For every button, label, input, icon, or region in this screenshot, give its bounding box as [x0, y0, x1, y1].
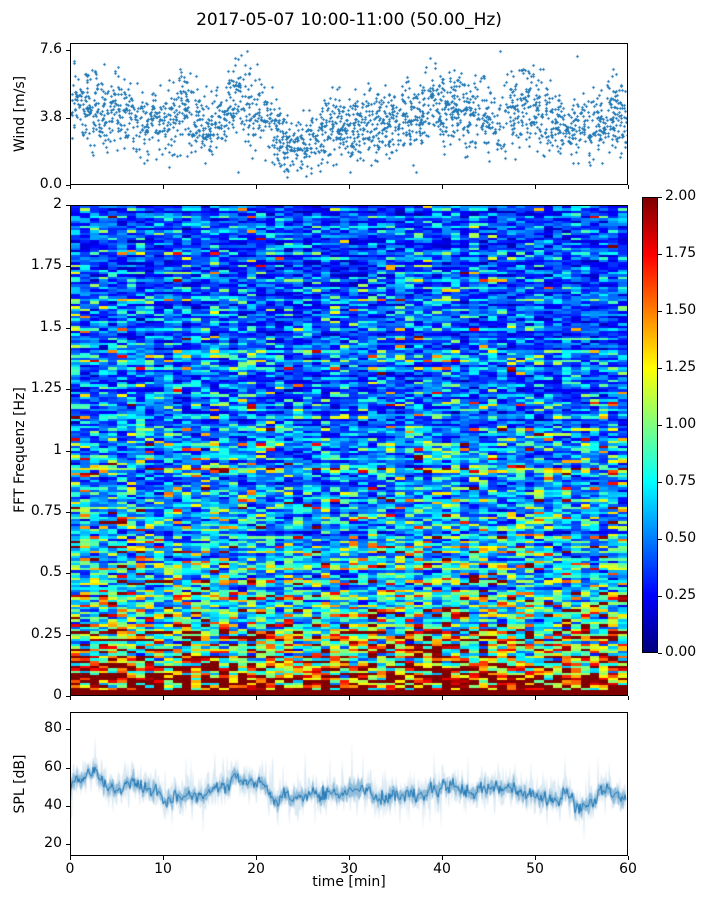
spec-y-tick-label: 0.75	[30, 503, 62, 519]
colorbar-tick	[658, 311, 662, 312]
spl-y-tick	[66, 806, 70, 807]
colorbar-tick-label: 0.75	[665, 473, 697, 489]
wind-scatter-panel	[70, 43, 628, 185]
spl-x-tick-label: 40	[433, 861, 451, 877]
spectrogram-canvas	[71, 206, 627, 695]
spl-x-tick	[163, 856, 164, 860]
wind-x-tick	[163, 185, 164, 189]
spl-x-tick-label: 0	[65, 861, 75, 877]
colorbar-tick	[658, 425, 662, 426]
spl-line-panel	[70, 712, 628, 856]
spec-y-tick-label: 0.25	[30, 626, 62, 642]
spl-line-canvas	[71, 713, 627, 855]
spl-y-tick-label: 60	[44, 759, 62, 775]
wind-y-tick-label: 7.6	[39, 41, 62, 57]
spl-x-tick	[442, 856, 443, 860]
time-x-axis-label: time [min]	[312, 874, 386, 890]
colorbar-tick-label: 0.00	[665, 644, 697, 660]
colorbar-tick-label: 1.50	[665, 302, 697, 318]
wind-y-tick	[66, 118, 70, 119]
spec-x-tick	[535, 696, 536, 700]
wind-scatter-canvas	[71, 44, 627, 184]
spl-x-tick	[70, 856, 71, 860]
spec-x-tick	[349, 696, 350, 700]
spec-y-tick-label: 1.75	[30, 257, 62, 273]
colorbar-canvas	[643, 198, 657, 652]
wind-x-tick	[349, 185, 350, 189]
spec-y-tick-label: 0	[53, 687, 62, 703]
spl-y-tick	[66, 844, 70, 845]
spec-y-tick-label: 1	[53, 442, 62, 458]
spec-y-tick	[66, 389, 70, 390]
colorbar-tick-label: 1.75	[665, 245, 697, 261]
spl-y-tick	[66, 729, 70, 730]
spl-y-tick	[66, 768, 70, 769]
colorbar-tick-label: 0.25	[665, 587, 697, 603]
spl-x-tick-label: 10	[154, 861, 172, 877]
colorbar-tick	[658, 596, 662, 597]
spec-y-tick	[66, 512, 70, 513]
spec-y-tick-label: 0.5	[39, 564, 62, 580]
spec-y-tick	[66, 635, 70, 636]
colorbar-tick-label: 1.25	[665, 359, 697, 375]
wind-x-tick	[70, 185, 71, 189]
wind-x-tick	[535, 185, 536, 189]
spl-x-tick-label: 30	[340, 861, 358, 877]
wind-y-tick-label: 0.0	[39, 176, 62, 192]
spec-y-tick-label: 2	[53, 196, 62, 212]
spl-x-tick	[535, 856, 536, 860]
spec-y-tick	[66, 696, 70, 697]
spl-x-tick-label: 50	[526, 861, 544, 877]
spec-x-tick	[70, 696, 71, 700]
wind-y-tick	[66, 50, 70, 51]
spl-y-tick-label: 80	[44, 720, 62, 736]
spec-y-tick-label: 1.5	[39, 319, 62, 335]
spec-x-tick	[256, 696, 257, 700]
spec-y-tick	[66, 205, 70, 206]
wind-x-tick	[256, 185, 257, 189]
wind-y-tick	[66, 185, 70, 186]
colorbar-tick	[658, 482, 662, 483]
colorbar-tick	[658, 653, 662, 654]
spl-x-tick	[256, 856, 257, 860]
colorbar-tick-label: 0.50	[665, 530, 697, 546]
spl-y-tick-label: 20	[44, 835, 62, 851]
spl-x-tick	[628, 856, 629, 860]
colorbar-tick	[658, 539, 662, 540]
spec-y-tick	[66, 266, 70, 267]
spl-x-tick-label: 60	[619, 861, 637, 877]
colorbar-tick-label: 1.00	[665, 416, 697, 432]
spec-y-tick	[66, 573, 70, 574]
spl-y-tick-label: 40	[44, 797, 62, 813]
spec-y-tick	[66, 328, 70, 329]
figure-title: 2017-05-07 10:00-11:00 (50.00_Hz)	[196, 10, 502, 30]
colorbar-tick	[658, 368, 662, 369]
colorbar-panel	[642, 197, 658, 653]
spl-x-tick	[349, 856, 350, 860]
wind-x-tick	[628, 185, 629, 189]
spec-x-tick	[442, 696, 443, 700]
spec-y-tick	[66, 451, 70, 452]
wind-x-tick	[442, 185, 443, 189]
colorbar-tick	[658, 197, 662, 198]
spectrogram-panel	[70, 205, 628, 696]
colorbar-tick-label: 2.00	[665, 188, 697, 204]
wind-y-tick-label: 3.8	[39, 109, 62, 125]
spec-x-tick	[163, 696, 164, 700]
spec-x-tick	[628, 696, 629, 700]
spec-y-tick-label: 1.25	[30, 380, 62, 396]
colorbar-tick	[658, 254, 662, 255]
spl-x-tick-label: 20	[247, 861, 265, 877]
